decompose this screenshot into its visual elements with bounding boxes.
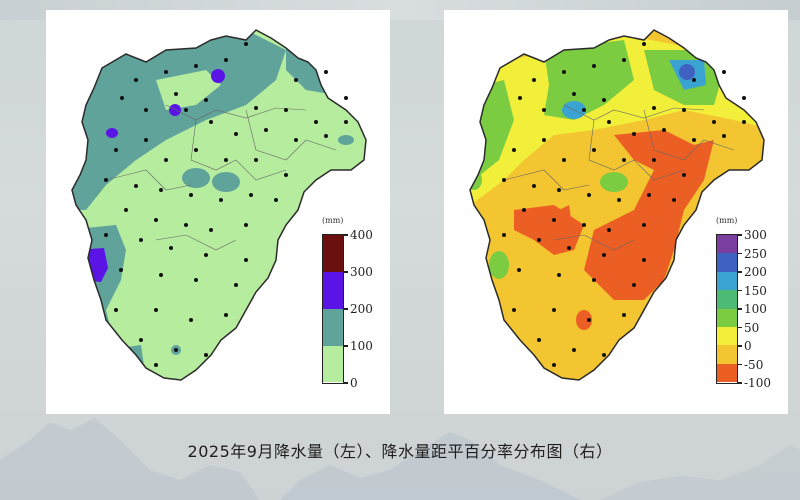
legend-label: -100 bbox=[744, 376, 771, 390]
precipitation-map-panel: (mm) 400 300 200 100 0 bbox=[46, 10, 390, 414]
legend-band-300-400 bbox=[323, 235, 343, 272]
legend-band-0-50 bbox=[717, 326, 737, 346]
legend-band-0-100 bbox=[323, 346, 343, 382]
precipitation-anomaly-map-panel: (mm) 300 250 200 150 100 50 0 -50 -100 bbox=[444, 10, 788, 414]
legend-band-50-100 bbox=[717, 308, 737, 327]
legend-label: 50 bbox=[744, 320, 760, 335]
legend-label: 200 bbox=[350, 302, 373, 316]
legend-band-200-250 bbox=[717, 253, 737, 272]
precipitation-anomaly-map bbox=[469, 29, 765, 381]
mountain-background bbox=[0, 418, 800, 500]
legend-band-minus100-minus50 bbox=[717, 363, 737, 383]
legend-label: 300 bbox=[744, 228, 767, 242]
legend-label: 0 bbox=[350, 376, 358, 390]
legend-label: 400 bbox=[350, 228, 373, 242]
anomaly-legend-bar bbox=[716, 234, 738, 384]
legend-label: 100 bbox=[744, 302, 767, 316]
legend-band-100-200 bbox=[323, 309, 343, 346]
legend-band-100-150 bbox=[717, 290, 737, 309]
legend-band-150-200 bbox=[717, 271, 737, 291]
legend-label: -50 bbox=[744, 357, 764, 372]
precipitation-map bbox=[71, 29, 367, 381]
legend-label: 250 bbox=[744, 246, 767, 261]
right-legend-unit: (mm) bbox=[716, 216, 738, 225]
legend-label: 150 bbox=[744, 283, 767, 298]
precipitation-legend-bar bbox=[322, 234, 344, 384]
figure-caption: 2025年9月降水量（左）、降水量距平百分率分布图（右） bbox=[187, 442, 613, 461]
legend-band-200-300 bbox=[323, 272, 343, 309]
legend-band-minus50-0 bbox=[717, 345, 737, 364]
legend-label: 0 bbox=[744, 339, 752, 353]
left-legend-unit: (mm) bbox=[322, 216, 344, 225]
legend-label: 300 bbox=[350, 265, 373, 279]
legend-band-250-300 bbox=[717, 235, 737, 254]
legend-label: 200 bbox=[744, 265, 767, 279]
legend-label: 100 bbox=[350, 339, 373, 353]
